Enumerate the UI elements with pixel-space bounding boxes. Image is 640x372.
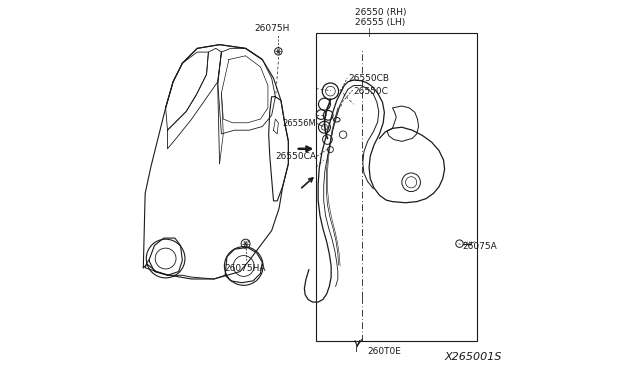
Circle shape	[243, 241, 248, 246]
Text: 26075H: 26075H	[254, 25, 289, 33]
Text: 26550CB: 26550CB	[348, 74, 389, 83]
Text: 26556M: 26556M	[282, 119, 316, 128]
Bar	[316, 33, 477, 341]
Text: 26555 (LH): 26555 (LH)	[355, 18, 406, 27]
Text: X265001S: X265001S	[445, 352, 502, 362]
Circle shape	[276, 49, 280, 53]
Text: 26550C: 26550C	[353, 87, 388, 96]
Text: 260T0E: 260T0E	[367, 347, 401, 356]
Text: 26550 (RH): 26550 (RH)	[355, 8, 407, 17]
Text: 26075HA: 26075HA	[225, 264, 266, 273]
Text: 26075A: 26075A	[462, 242, 497, 251]
Text: 26550CA: 26550CA	[275, 152, 316, 161]
